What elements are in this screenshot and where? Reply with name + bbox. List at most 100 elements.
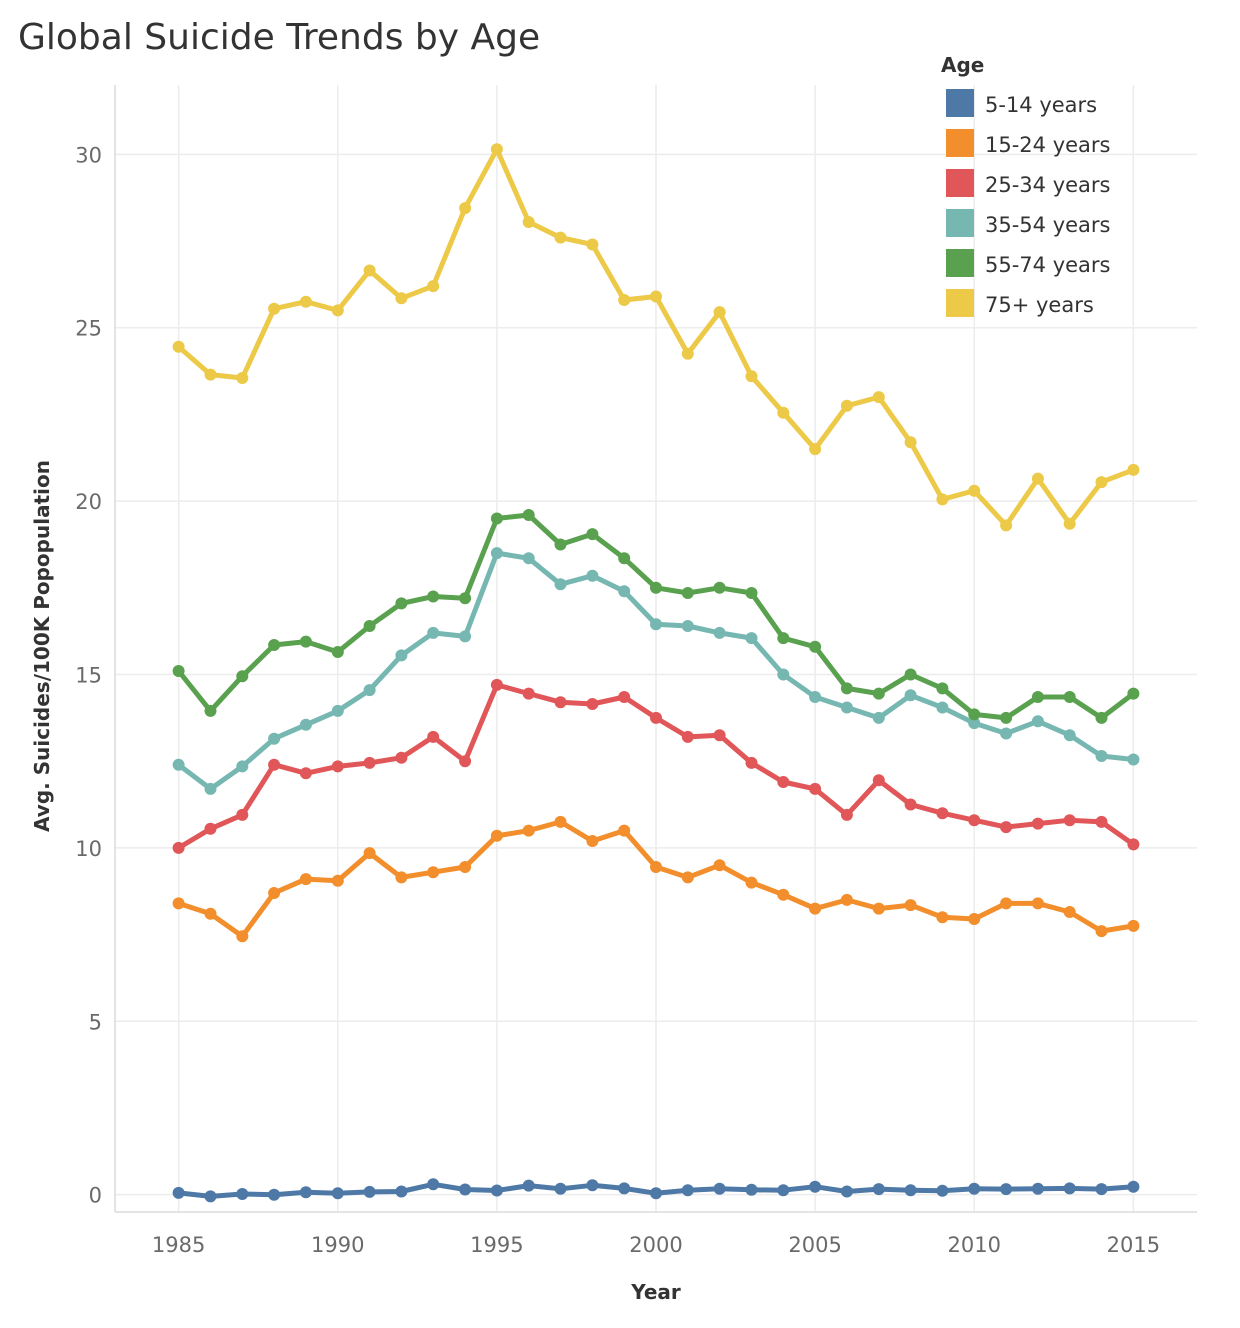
- data-point[interactable]: [490, 829, 503, 842]
- data-point[interactable]: [777, 776, 790, 788]
- data-point[interactable]: [968, 913, 981, 925]
- data-point[interactable]: [809, 782, 822, 795]
- data-point[interactable]: [172, 665, 185, 677]
- data-point[interactable]: [522, 216, 535, 228]
- data-point[interactable]: [745, 632, 758, 645]
- data-point[interactable]: [650, 290, 662, 303]
- data-point[interactable]: [809, 443, 822, 456]
- data-point[interactable]: [554, 578, 567, 591]
- data-point[interactable]: [299, 635, 312, 648]
- data-point[interactable]: [395, 597, 408, 610]
- data-point[interactable]: [777, 888, 790, 901]
- data-point[interactable]: [777, 632, 790, 645]
- data-point[interactable]: [554, 696, 567, 709]
- data-point[interactable]: [1000, 821, 1013, 834]
- data-point[interactable]: [490, 1184, 503, 1197]
- data-point[interactable]: [1127, 463, 1140, 476]
- data-point[interactable]: [459, 1183, 472, 1196]
- data-point[interactable]: [650, 861, 662, 873]
- data-point[interactable]: [331, 760, 344, 773]
- data-point[interactable]: [459, 861, 472, 873]
- data-point[interactable]: [1063, 814, 1076, 827]
- data-point[interactable]: [554, 1182, 567, 1195]
- data-point[interactable]: [904, 668, 917, 681]
- data-point[interactable]: [1031, 817, 1044, 830]
- data-point[interactable]: [1127, 919, 1140, 932]
- data-point[interactable]: [872, 902, 885, 915]
- data-point[interactable]: [904, 689, 917, 702]
- data-point[interactable]: [618, 824, 631, 837]
- data-point[interactable]: [236, 808, 249, 821]
- data-point[interactable]: [395, 649, 408, 662]
- data-point[interactable]: [777, 1184, 790, 1197]
- data-point[interactable]: [459, 630, 472, 643]
- data-point[interactable]: [522, 509, 535, 521]
- data-point[interactable]: [427, 626, 440, 639]
- data-point[interactable]: [395, 1185, 408, 1198]
- data-point[interactable]: [650, 1187, 662, 1200]
- data-point[interactable]: [681, 587, 694, 599]
- data-point[interactable]: [809, 640, 822, 653]
- data-point[interactable]: [427, 280, 440, 293]
- data-point[interactable]: [968, 814, 981, 827]
- data-point[interactable]: [490, 143, 503, 156]
- data-point[interactable]: [586, 1179, 599, 1192]
- data-point[interactable]: [363, 847, 376, 860]
- data-point[interactable]: [713, 859, 726, 872]
- data-point[interactable]: [331, 704, 344, 717]
- data-point[interactable]: [904, 436, 917, 449]
- data-point[interactable]: [904, 1184, 917, 1197]
- data-point[interactable]: [713, 581, 726, 594]
- data-point[interactable]: [204, 782, 217, 795]
- data-point[interactable]: [459, 755, 472, 768]
- data-point[interactable]: [1031, 691, 1044, 703]
- data-point[interactable]: [713, 729, 726, 742]
- data-point[interactable]: [840, 682, 853, 695]
- data-point[interactable]: [236, 930, 249, 943]
- data-point[interactable]: [427, 730, 440, 743]
- data-point[interactable]: [809, 1180, 822, 1193]
- data-point[interactable]: [1063, 691, 1076, 703]
- data-point[interactable]: [968, 717, 981, 730]
- data-point[interactable]: [490, 512, 503, 525]
- data-point[interactable]: [363, 756, 376, 769]
- data-point[interactable]: [236, 670, 249, 683]
- data-point[interactable]: [681, 871, 694, 884]
- data-point[interactable]: [1095, 750, 1108, 762]
- data-point[interactable]: [968, 708, 981, 721]
- data-point[interactable]: [490, 678, 503, 691]
- data-point[interactable]: [840, 808, 853, 821]
- data-point[interactable]: [745, 587, 758, 599]
- data-point[interactable]: [236, 372, 249, 384]
- data-point[interactable]: [840, 893, 853, 906]
- data-point[interactable]: [363, 264, 376, 277]
- data-point[interactable]: [427, 1178, 440, 1191]
- data-point[interactable]: [681, 620, 694, 632]
- data-point[interactable]: [459, 592, 472, 605]
- data-point[interactable]: [1000, 727, 1013, 740]
- data-point[interactable]: [904, 899, 917, 912]
- data-point[interactable]: [1031, 897, 1044, 910]
- data-point[interactable]: [681, 730, 694, 743]
- data-point[interactable]: [1095, 925, 1108, 938]
- data-point[interactable]: [236, 760, 249, 773]
- data-point[interactable]: [872, 1183, 885, 1196]
- data-point[interactable]: [363, 1185, 376, 1198]
- data-point[interactable]: [745, 1183, 758, 1196]
- data-point[interactable]: [172, 758, 185, 771]
- data-point[interactable]: [1127, 838, 1140, 851]
- data-point[interactable]: [618, 691, 631, 703]
- data-point[interactable]: [840, 399, 853, 412]
- data-point[interactable]: [299, 873, 312, 886]
- data-point[interactable]: [650, 711, 662, 724]
- data-point[interactable]: [204, 1190, 217, 1203]
- data-point[interactable]: [1095, 1183, 1108, 1196]
- data-point[interactable]: [936, 493, 949, 506]
- data-point[interactable]: [204, 822, 217, 835]
- data-point[interactable]: [936, 1184, 949, 1197]
- data-point[interactable]: [968, 484, 981, 497]
- data-point[interactable]: [490, 547, 503, 560]
- data-point[interactable]: [586, 698, 599, 710]
- data-point[interactable]: [522, 687, 535, 700]
- data-point[interactable]: [1000, 519, 1013, 532]
